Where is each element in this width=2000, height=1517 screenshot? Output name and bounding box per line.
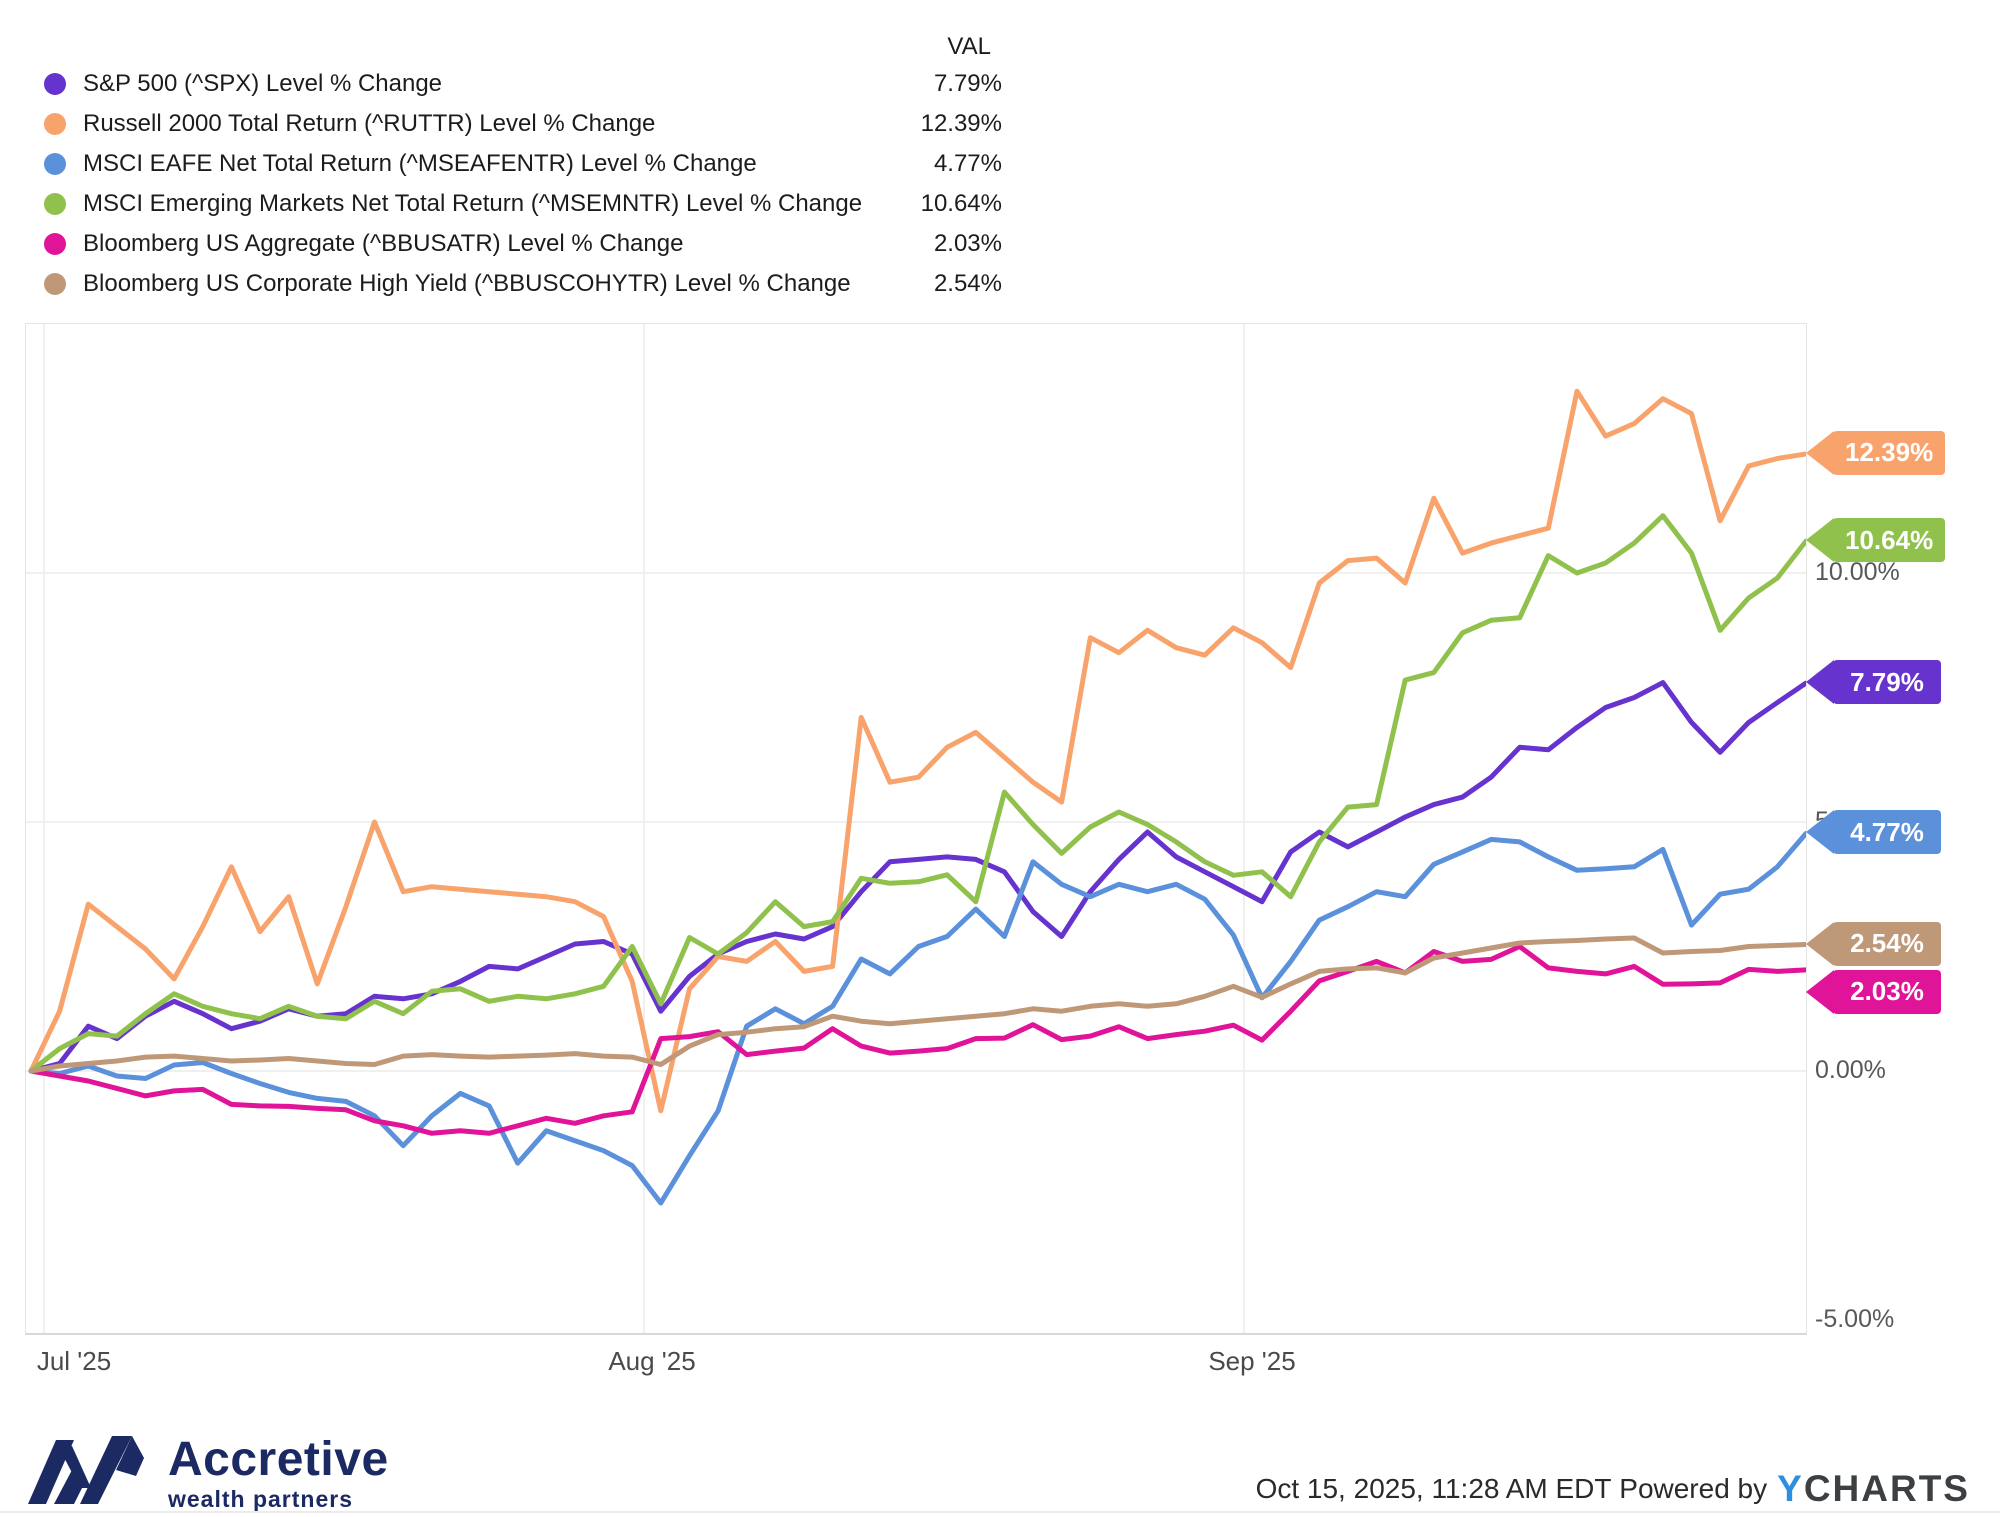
- y-axis-tick-10: 10.00%: [1815, 558, 1900, 586]
- legend-series-label: S&P 500 (^SPX) Level % Change: [83, 70, 443, 97]
- accretive-logo-mark-icon: [28, 1436, 144, 1504]
- line-chart-plot-area: [25, 323, 1807, 1335]
- series-value-flag: 10.64%: [1805, 518, 1946, 563]
- series-value-flag: 4.77%: [1806, 810, 1941, 855]
- legend-series-dot-icon: [44, 113, 66, 135]
- legend-series-dot-icon: [44, 193, 66, 215]
- series-value-flag: 2.54%: [1806, 921, 1941, 966]
- legend-series-label: MSCI EAFE Net Total Return (^MSEAFENTR) …: [83, 150, 757, 177]
- accretive-logo-title: Accretive: [168, 1433, 389, 1486]
- legend-row: Bloomberg US Aggregate (^BBUSATR) Level …: [44, 224, 1002, 264]
- series-value-flag-label: 10.64%: [1845, 524, 1934, 555]
- legend-series-dot-icon: [44, 273, 66, 295]
- series-value-flag-label: 4.77%: [1850, 816, 1924, 847]
- legend-row: Russell 2000 Total Return (^RUTTR) Level…: [44, 104, 1002, 144]
- series-line: [28, 680, 1806, 1074]
- legend-row: MSCI Emerging Markets Net Total Return (…: [44, 184, 1002, 224]
- legend-series-value: 2.03%: [933, 230, 1002, 257]
- x-axis-tick-jul: Jul '25: [36, 1346, 112, 1376]
- legend-series-value: 4.77%: [933, 150, 1002, 177]
- legend-series-value: 7.79%: [933, 70, 1002, 97]
- page-bottom-divider: [0, 1511, 2000, 1513]
- series-line: [28, 513, 1806, 1074]
- legend-series-value: 2.54%: [933, 270, 1002, 297]
- series-value-flag-label: 12.39%: [1845, 437, 1934, 468]
- accretive-logo: Accretive wealth partners: [28, 1436, 389, 1513]
- legend-row: MSCI EAFE Net Total Return (^MSEAFENTR) …: [44, 144, 1002, 184]
- legend-series-dot-icon: [44, 153, 66, 175]
- series-value-flag-label: 2.54%: [1850, 928, 1924, 958]
- legend-series-label: MSCI Emerging Markets Net Total Return (…: [83, 190, 863, 217]
- series-value-flag-label: 2.03%: [1850, 976, 1924, 1006]
- series-value-flag: 2.03%: [1806, 969, 1941, 1014]
- accretive-logo-subtitle: wealth partners: [168, 1486, 353, 1512]
- y-axis-tick-neg5: -5.00%: [1815, 1305, 1895, 1333]
- series-line: [28, 935, 1806, 1074]
- series-value-flag: 12.39%: [1805, 430, 1946, 475]
- legend-series-label: Bloomberg US Aggregate (^BBUSATR) Level …: [83, 230, 684, 257]
- legend-series-dot-icon: [44, 73, 66, 95]
- legend-series-value: 10.64%: [920, 190, 1002, 217]
- legend-series-dot-icon: [44, 233, 66, 255]
- y-axis-tick-0: 0.00%: [1815, 1056, 1886, 1084]
- legend-row: S&P 500 (^SPX) Level % Change 7.79%: [44, 64, 1002, 104]
- chart-canvas: [26, 324, 1806, 1333]
- series-value-flag-label: 7.79%: [1850, 666, 1924, 697]
- legend-row: Bloomberg US Corporate High Yield (^BBUS…: [44, 264, 1002, 304]
- series-value-flag: 7.79%: [1806, 660, 1941, 705]
- x-axis-tick-aug: Aug '25: [608, 1346, 696, 1376]
- timestamp-text: Oct 15, 2025, 11:28 AM EDT Powered by: [1255, 1473, 1768, 1504]
- legend-series-value: 12.39%: [920, 110, 1002, 137]
- footer-attribution: Oct 15, 2025, 11:28 AM EDT Powered by YC…: [1256, 1468, 1970, 1510]
- series-line: [28, 944, 1806, 1136]
- series-line: [28, 831, 1806, 1206]
- legend-series-label: Bloomberg US Corporate High Yield (^BBUS…: [83, 270, 851, 297]
- ycharts-logo: YCHARTS: [1777, 1468, 1970, 1509]
- x-axis-tick-sep: Sep '25: [1208, 1346, 1296, 1376]
- series-line: [28, 388, 1806, 1114]
- legend-series-label: Russell 2000 Total Return (^RUTTR) Level…: [83, 110, 656, 137]
- legend: VAL S&P 500 (^SPX) Level % Change 7.79% Ru…: [44, 30, 1002, 304]
- legend-header: VAL: [44, 30, 1002, 64]
- legend-val-header: VAL: [947, 33, 991, 60]
